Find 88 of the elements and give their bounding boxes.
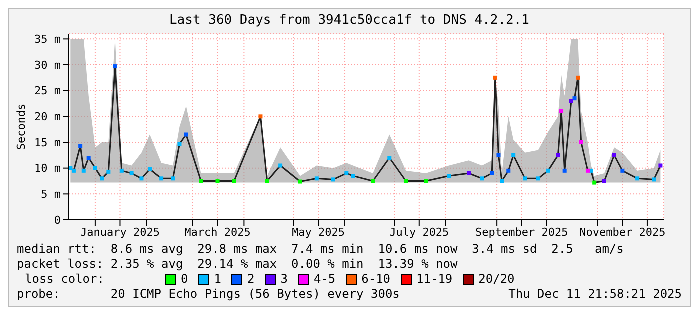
point — [424, 179, 428, 184]
x-tick-label: November 2025 — [580, 226, 666, 239]
x-tick-label: May 2025 — [292, 226, 346, 239]
point — [579, 140, 584, 144]
point — [160, 176, 164, 181]
legend-title: loss color: — [25, 272, 106, 287]
point — [404, 179, 408, 184]
point — [612, 153, 616, 158]
point — [496, 153, 501, 158]
point — [592, 180, 597, 185]
point — [493, 76, 498, 80]
point — [636, 176, 640, 181]
point — [100, 176, 104, 181]
point — [278, 164, 283, 168]
y-tick-label: 0 — [54, 214, 61, 227]
text: Thu Dec 11 21:58:21 2025 — [508, 287, 682, 302]
point — [72, 168, 76, 173]
point — [658, 164, 663, 168]
point — [512, 153, 516, 158]
legend-label: 1 — [214, 272, 222, 287]
x-tick-label: March 2025 — [184, 226, 251, 239]
point — [344, 172, 349, 176]
legend-label: 20/20 — [478, 272, 515, 287]
y-tick-label: 30 m — [34, 58, 62, 72]
point — [184, 132, 188, 137]
point — [576, 76, 580, 80]
point — [120, 168, 124, 173]
legend-label: 11-19 — [416, 272, 453, 287]
point — [523, 176, 528, 181]
point — [199, 179, 204, 184]
point — [569, 99, 574, 104]
point — [69, 166, 73, 170]
point — [586, 168, 590, 173]
text: packet loss: 2.35 % avg 29.14 % max 0.00 % min 13.39 % now — [17, 257, 459, 272]
point — [490, 172, 494, 176]
point — [258, 114, 263, 119]
x-tick-label: January 2025 — [80, 226, 160, 239]
point — [171, 176, 176, 181]
point — [331, 178, 336, 182]
point — [536, 176, 540, 181]
x-tick-label: September 2025 — [476, 226, 568, 239]
point — [556, 153, 560, 158]
point — [216, 179, 220, 184]
text: median rtt: 8.6 ms avg 29.8 ms max 7.4 ms min 10.6 ms now 3.4 ms sd 2.5 am/s — [17, 242, 625, 257]
y-tick-label: 15 m — [34, 136, 62, 150]
point — [106, 170, 111, 174]
point — [447, 174, 452, 178]
point — [388, 156, 392, 160]
point — [480, 176, 484, 181]
point — [602, 179, 606, 184]
point — [140, 176, 144, 181]
point — [82, 168, 86, 173]
legend-label: 3 — [280, 272, 288, 287]
point — [298, 180, 302, 184]
point — [178, 142, 182, 146]
y-axis-title: Seconds — [14, 104, 28, 150]
point — [130, 172, 134, 176]
point — [351, 174, 356, 178]
legend-label: 2 — [247, 272, 255, 287]
point — [466, 172, 471, 176]
point — [93, 166, 98, 170]
x-tick-label: July 2025 — [390, 226, 450, 239]
y-tick-label: 25 m — [34, 84, 62, 98]
point — [560, 110, 564, 114]
point — [546, 168, 550, 173]
point — [265, 179, 270, 184]
legend-label: 4-5 — [314, 272, 336, 287]
point — [113, 64, 118, 69]
point — [232, 179, 236, 184]
y-tick-label: 35 m — [34, 33, 62, 46]
point — [78, 144, 83, 148]
point — [620, 168, 625, 173]
y-tick-label: 10 m — [34, 162, 62, 176]
y-tick-label: 5 m — [41, 188, 62, 202]
point — [371, 179, 376, 184]
point — [86, 156, 91, 160]
chart-title: Last 360 Days from 3941c50cca1f to DNS 4.2.2.1 — [168, 12, 531, 28]
legend-label: 0 — [181, 272, 188, 287]
point — [500, 179, 504, 184]
point — [562, 168, 567, 173]
text: probe: 20 ICMP Echo Pings (56 Bytes) every 300s — [17, 287, 400, 302]
point — [314, 176, 319, 181]
point — [148, 167, 152, 172]
y-tick-label: 20 m — [34, 110, 62, 124]
point — [652, 178, 656, 182]
legend-label: 6-10 — [362, 272, 391, 287]
point — [506, 168, 511, 173]
point — [572, 96, 577, 101]
